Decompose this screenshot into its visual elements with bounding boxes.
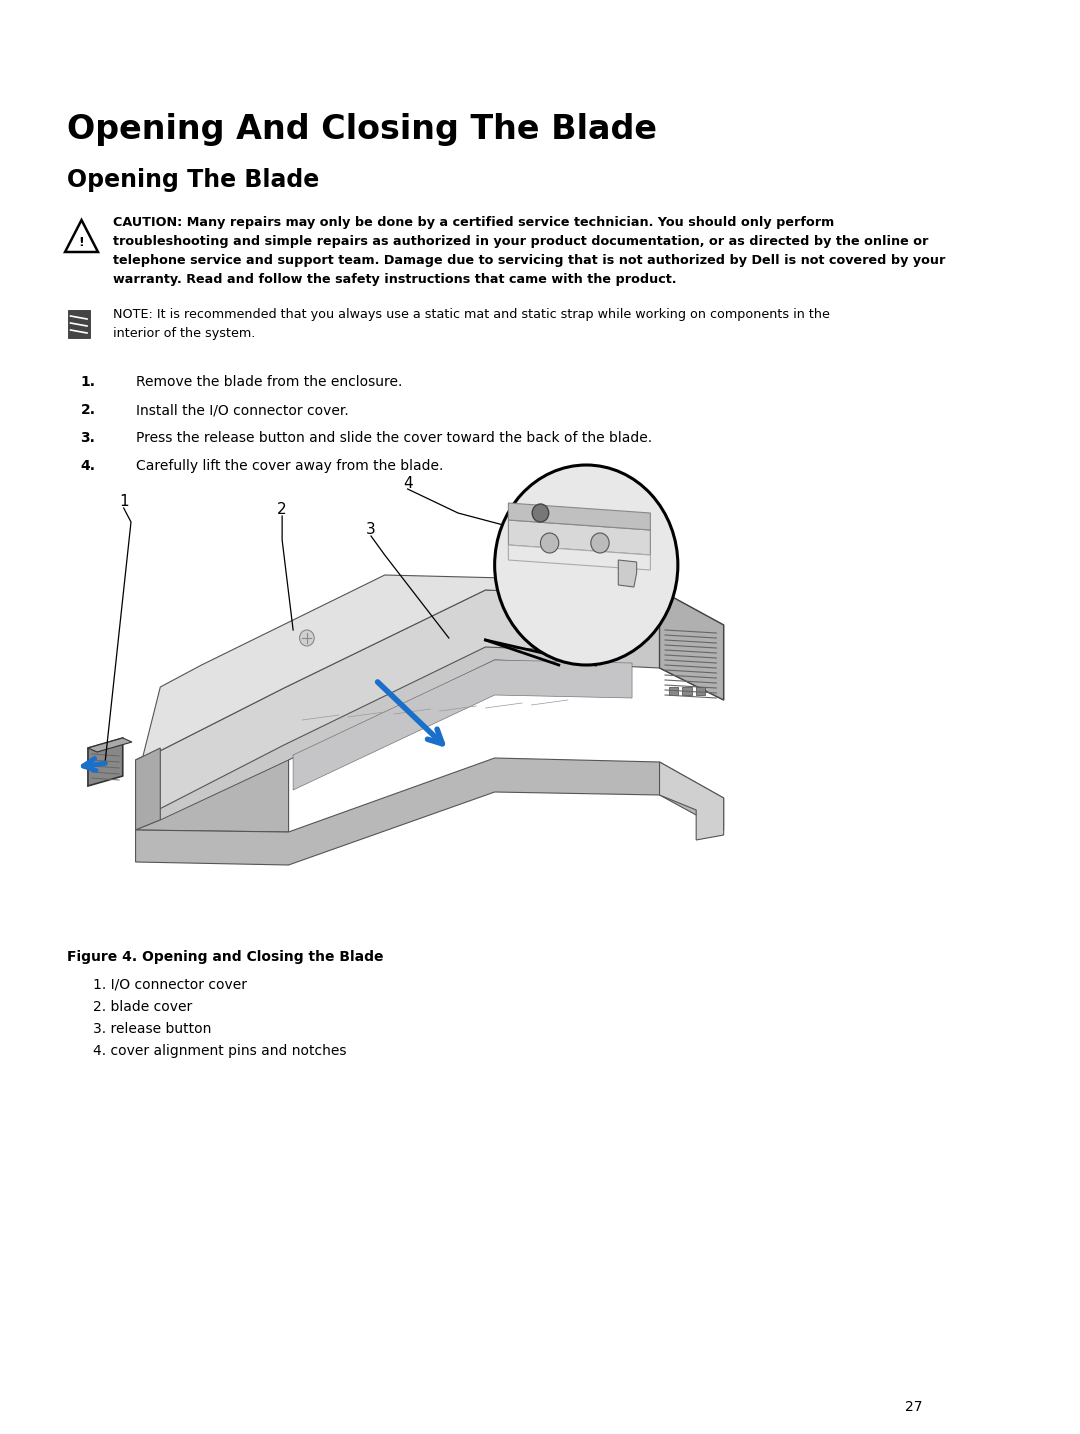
Polygon shape: [509, 545, 650, 569]
Text: Carefully lift the cover away from the blade.: Carefully lift the cover away from the b…: [136, 459, 443, 473]
Text: 2: 2: [278, 502, 287, 518]
Polygon shape: [141, 575, 586, 760]
FancyBboxPatch shape: [68, 310, 90, 338]
Polygon shape: [660, 589, 724, 700]
Text: 1: 1: [119, 495, 129, 509]
Text: !: !: [79, 235, 84, 248]
Text: telephone service and support team. Damage due to servicing that is not authoriz: telephone service and support team. Dama…: [112, 254, 945, 267]
Circle shape: [591, 533, 609, 554]
Text: 3: 3: [366, 522, 376, 538]
Text: 4: 4: [403, 476, 413, 490]
FancyBboxPatch shape: [669, 687, 678, 695]
Polygon shape: [87, 739, 123, 786]
Polygon shape: [136, 759, 724, 865]
Text: Opening The Blade: Opening The Blade: [67, 168, 319, 192]
Polygon shape: [136, 585, 724, 832]
Text: Press the release button and slide the cover toward the back of the blade.: Press the release button and slide the c…: [136, 432, 651, 445]
Polygon shape: [293, 660, 632, 790]
Text: Figure 4. Opening and Closing the Blade: Figure 4. Opening and Closing the Blade: [67, 949, 383, 964]
Text: 2. blade cover: 2. blade cover: [93, 999, 192, 1014]
Polygon shape: [87, 739, 132, 751]
Polygon shape: [136, 749, 160, 830]
Text: CAUTION: Many repairs may only be done by a certified service technician. You sh: CAUTION: Many repairs may only be done b…: [112, 217, 834, 229]
Polygon shape: [509, 503, 650, 531]
FancyBboxPatch shape: [697, 687, 705, 695]
Polygon shape: [141, 589, 558, 817]
FancyBboxPatch shape: [683, 687, 691, 695]
Text: 27: 27: [905, 1400, 922, 1414]
Text: 4. cover alignment pins and notches: 4. cover alignment pins and notches: [93, 1044, 346, 1058]
Circle shape: [532, 503, 549, 522]
Text: NOTE: It is recommended that you always use a static mat and static strap while : NOTE: It is recommended that you always …: [112, 308, 829, 321]
Polygon shape: [660, 761, 724, 840]
Text: troubleshooting and simple repairs as authorized in your product documentation, : troubleshooting and simple repairs as au…: [112, 235, 928, 248]
Text: warranty. Read and follow the safety instructions that came with the product.: warranty. Read and follow the safety ins…: [112, 272, 676, 285]
Circle shape: [495, 465, 678, 665]
Circle shape: [540, 533, 558, 554]
Text: Opening And Closing The Blade: Opening And Closing The Blade: [67, 113, 657, 146]
Polygon shape: [509, 521, 650, 555]
Circle shape: [299, 630, 314, 645]
Polygon shape: [136, 760, 288, 832]
Text: Remove the blade from the enclosure.: Remove the blade from the enclosure.: [136, 376, 402, 389]
Text: interior of the system.: interior of the system.: [112, 327, 255, 340]
Text: 2.: 2.: [81, 403, 96, 417]
Polygon shape: [619, 561, 636, 587]
Text: 3. release button: 3. release button: [93, 1022, 211, 1035]
Text: 1. I/O connector cover: 1. I/O connector cover: [93, 978, 246, 992]
Text: Install the I/O connector cover.: Install the I/O connector cover.: [136, 403, 349, 417]
Text: 4.: 4.: [81, 459, 96, 473]
Text: 1.: 1.: [81, 376, 96, 389]
Text: 3.: 3.: [81, 432, 95, 445]
